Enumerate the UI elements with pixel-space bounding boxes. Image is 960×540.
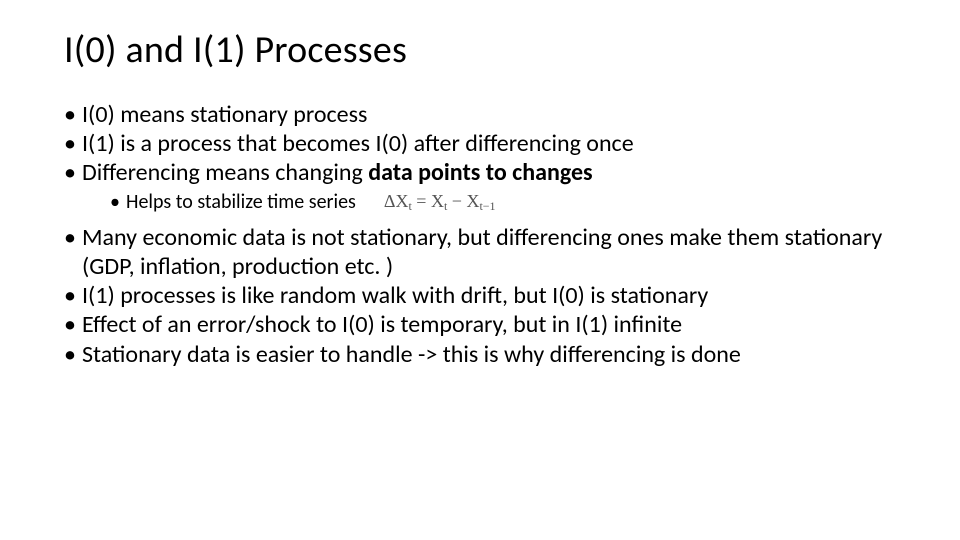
bullet-text: I(0) means stationary process [82,100,367,129]
sub-list-item: Helps to stabilize time series ΔXt = Xt … [110,190,896,215]
list-item: I(1) processes is like random walk with … [64,281,896,310]
sub-bullet-text: Helps to stabilize time series [126,190,356,215]
sub-bullet-list: Helps to stabilize time series ΔXt = Xt … [82,190,896,215]
list-item: Effect of an error/shock to I(0) is temp… [64,310,896,339]
formula: ΔXt = Xt − Xt−1 [384,190,496,214]
bullet-text: Differencing means changing [82,158,368,187]
formula-minus: − [447,191,466,211]
bullet-list: I(0) means stationary process I(1) is a … [64,100,896,369]
slide: I(0) and I(1) Processes I(0) means stati… [0,0,960,540]
list-item: Many economic data is not stationary, bu… [64,223,896,282]
formula-x3: X [466,191,479,211]
bullet-text-bold: data points to changes [368,158,592,187]
list-item: Differencing means changing data points … [64,158,896,214]
formula-x2: X [431,191,444,211]
list-item: I(0) means stationary process [64,100,896,129]
bullet-text: Stationary data is easier to handle -> t… [82,340,741,369]
list-item: I(1) is a process that becomes I(0) afte… [64,129,896,158]
bullet-text: I(1) processes is like random walk with … [82,281,708,310]
formula-delta: Δ [384,191,396,211]
sub-row: Helps to stabilize time series ΔXt = Xt … [126,190,896,215]
formula-subscript: t−1 [479,199,495,213]
bullet-text: I(1) is a process that becomes I(0) afte… [82,129,634,158]
list-item: Stationary data is easier to handle -> t… [64,340,896,369]
formula-eq: = [412,191,431,211]
slide-title: I(0) and I(1) Processes [64,30,896,72]
bullet-text: Effect of an error/shock to I(0) is temp… [82,310,682,339]
bullet-text: Many economic data is not stationary, bu… [82,223,882,281]
formula-x: X [395,191,408,211]
